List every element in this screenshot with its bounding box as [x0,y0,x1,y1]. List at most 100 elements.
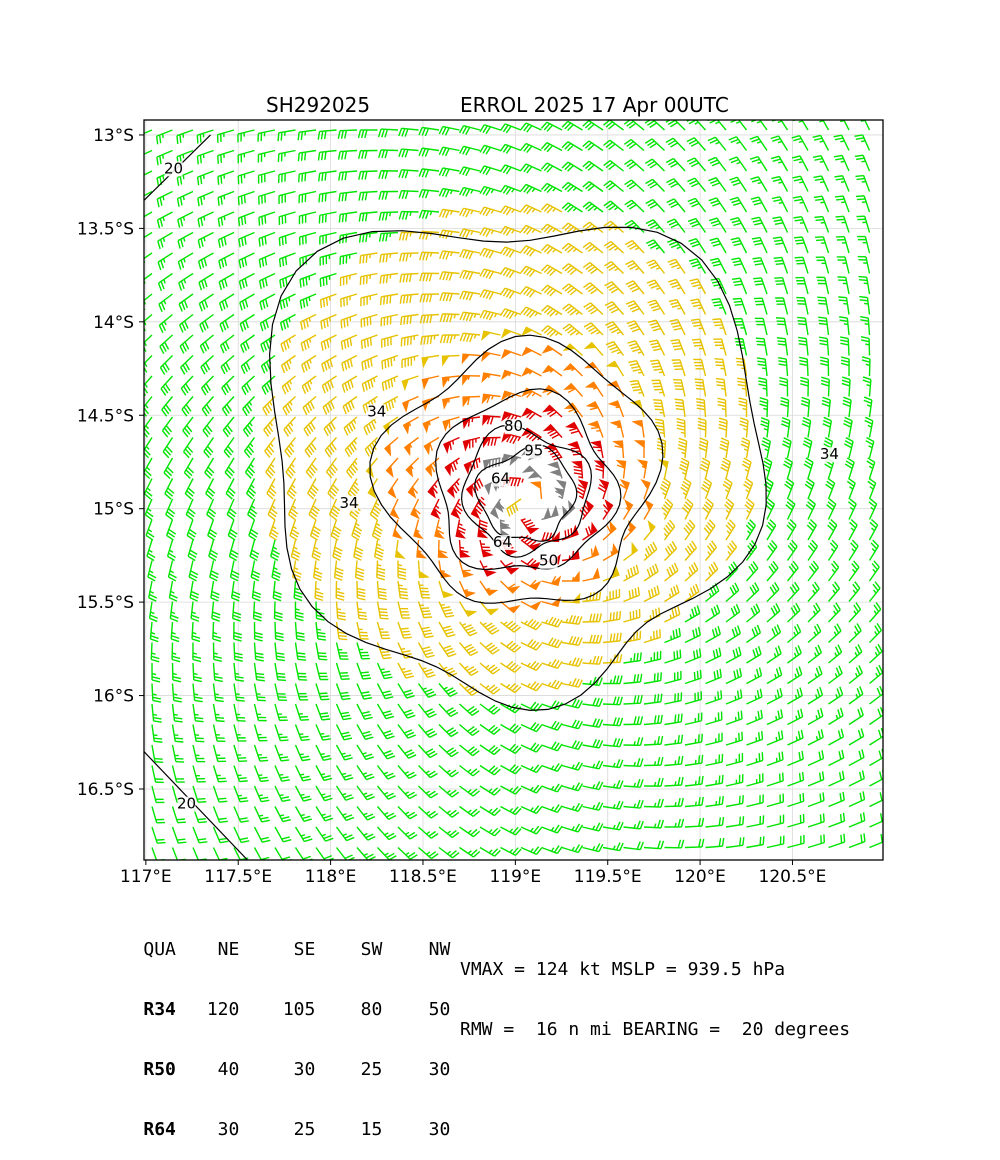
wind-barb [584,323,603,335]
wind-barb [685,541,696,560]
wind-barb [653,400,664,417]
wind-barb [788,835,804,847]
wind-barb [747,689,762,704]
wind-barb [269,520,278,541]
wind-barb [501,641,521,652]
wind-barb [275,745,289,761]
wind-barb [439,684,457,697]
wind-barb [378,581,387,599]
wind-barb [562,183,582,192]
r50-ne: 40 [195,1060,239,1080]
wind-barb [214,766,227,782]
wind-barb [624,587,640,601]
wind-barb [603,676,622,684]
wind-barb [603,842,623,850]
wind-barb [399,232,418,240]
wind-barb [219,253,234,269]
wind-barb [357,786,375,800]
wind-barb [201,356,214,375]
wind-barb [463,417,480,427]
wind-barb [463,376,480,384]
wind-barb [480,827,500,836]
wind-barb [299,192,316,204]
wind-barb [252,581,260,601]
wind-barb [160,356,172,375]
wind-barb [726,562,738,581]
wind-barb [419,725,437,738]
header-ne: NE [195,940,239,960]
wind-barb [152,766,164,783]
wind-barb [521,806,542,814]
wind-barb [614,441,623,458]
wind-barb [190,581,199,601]
wind-barb [583,635,602,643]
wind-barb [222,376,234,395]
wind-barb [673,380,685,397]
wind-barb [767,752,783,766]
wind-barb [604,161,624,171]
wind-barb [788,709,803,725]
wind-barb [501,661,521,672]
wind-barb [398,827,417,839]
wind-barb [723,478,732,499]
wind-barb [521,519,537,534]
wind-barb [706,775,723,786]
wind-barb [753,278,767,294]
wind-barb [729,157,746,171]
wind-barb [152,725,162,743]
wind-barb [296,725,310,741]
lon-tick-label: 119°E [489,867,541,887]
wind-barb [583,182,603,192]
wind-barb [721,458,731,478]
wind-barb [604,201,624,212]
wind-barb [357,745,374,759]
wind-barb [359,192,377,201]
wind-barb [501,683,521,692]
lon-tick-label: 120°E [674,867,726,887]
wind-barb [380,233,398,242]
wind-barb [542,245,562,254]
wind-barb [747,562,758,581]
wind-barb [242,376,255,395]
wind-barb [138,274,152,292]
wind-barb [806,499,815,520]
wind-barb [296,622,305,640]
wind-barb [218,171,234,185]
wind-barb [747,731,763,745]
wind-barb [501,765,521,774]
wind-barb [849,749,864,765]
wind-barb [541,143,562,152]
wind-barb [206,479,215,500]
wind-barb [747,604,760,622]
wind-barb [788,666,802,683]
wind-barb [521,826,542,834]
wind-barb [849,665,862,683]
wind-barb [816,257,829,273]
wind-barb [322,376,336,393]
wind-barb [183,417,193,437]
wind-barb [747,646,762,663]
wind-barb [501,786,522,794]
wind-barb [378,704,394,719]
wind-barb [500,309,521,319]
wind-barb [645,139,664,151]
wind-barb [271,540,280,560]
wind-barb [706,838,724,848]
wind-barb [439,766,459,777]
wind-barb [665,650,681,663]
lat-tick-label: 13°S [93,126,134,146]
wind-barb [767,688,782,704]
wind-barb [624,737,643,745]
wind-barb [193,827,207,843]
storm-name-title: ERROL 2025 17 Apr 00UTC [460,93,729,117]
wind-barb [855,135,870,151]
wind-barb [813,176,828,192]
wind-barb [767,709,782,724]
wind-barb [284,417,296,436]
wind-barb [419,210,439,218]
wind-barb [480,166,501,175]
wind-barb [849,728,864,745]
wind-barb [861,337,869,356]
wind-barb [280,253,296,267]
wind-barb [627,321,644,335]
